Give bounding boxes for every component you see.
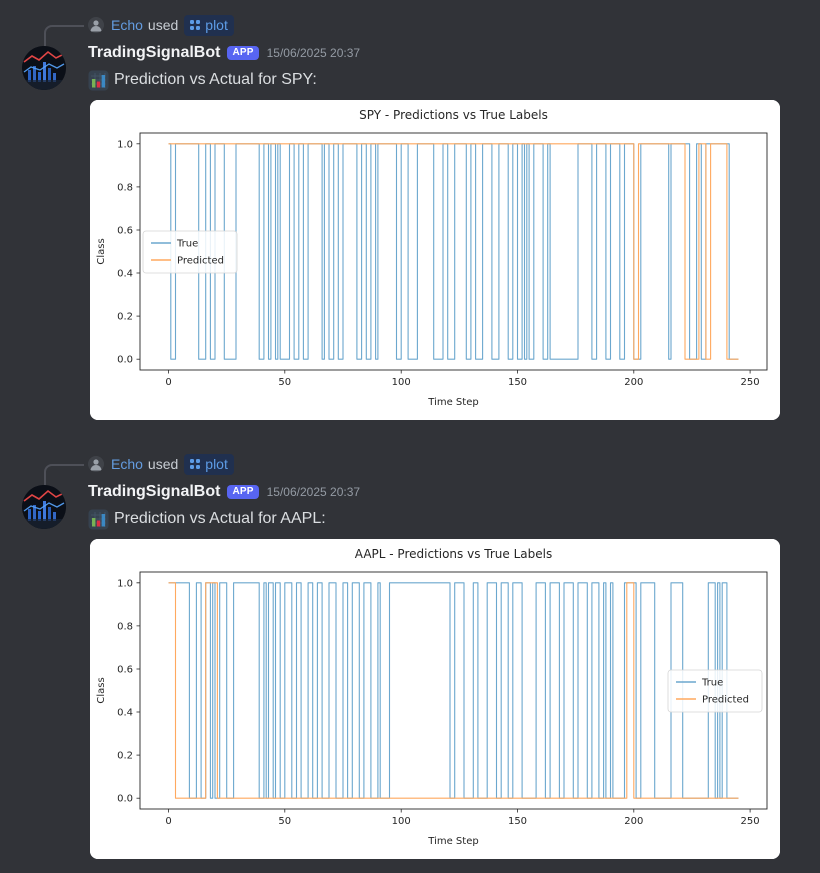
svg-text:50: 50 [278, 816, 291, 827]
svg-text:Time Step: Time Step [427, 836, 478, 847]
message-text-row: Prediction vs Actual for SPY: [88, 68, 820, 92]
svg-text:True: True [176, 239, 198, 250]
bot-avatar[interactable] [22, 46, 66, 90]
svg-text:250: 250 [741, 377, 760, 388]
command-name: plot [205, 16, 228, 33]
message-text: Prediction vs Actual for AAPL: [114, 510, 326, 527]
message-header: TradingSignalBot APP 15/06/2025 20:37 [88, 481, 820, 503]
reply-user-avatar[interactable] [88, 17, 104, 33]
chart-image-spy: SPY - Predictions vs True Labels Time Ste… [90, 100, 780, 420]
svg-text:200: 200 [624, 377, 643, 388]
command-name: plot [205, 455, 228, 472]
svg-text:0.2: 0.2 [117, 312, 133, 323]
chart-attachment-aapl[interactable]: AAPL - Predictions vs True Labels Time St… [90, 539, 780, 859]
message-body-spy: TradingSignalBot APP 15/06/2025 20:37 Pr… [22, 42, 820, 420]
svg-text:250: 250 [741, 816, 760, 827]
reply-username[interactable]: Echo [111, 17, 143, 33]
slash-command-icon [190, 458, 201, 469]
chart-image-aapl: AAPL - Predictions vs True Labels Time St… [90, 539, 780, 859]
command-chip-plot[interactable]: plot [184, 453, 234, 475]
app-badge: APP [227, 485, 259, 499]
svg-text:150: 150 [508, 816, 527, 827]
svg-text:1.0: 1.0 [117, 578, 133, 589]
reply-spine [44, 464, 84, 490]
message-timestamp: 15/06/2025 20:37 [266, 46, 361, 60]
svg-text:True: True [701, 678, 723, 689]
bar-chart-emoji [88, 70, 109, 90]
svg-text:0.6: 0.6 [117, 226, 133, 237]
svg-text:Predicted: Predicted [702, 695, 749, 706]
reply-context-bar-spy: Echo used plot [88, 14, 820, 36]
svg-text:0.0: 0.0 [117, 355, 133, 366]
person-icon [88, 17, 104, 33]
reply-user-avatar[interactable] [88, 456, 104, 472]
person-icon [88, 456, 104, 472]
reply-action-text: used [147, 456, 179, 472]
svg-text:0.0: 0.0 [117, 794, 133, 805]
svg-text:Time Step: Time Step [427, 397, 478, 408]
svg-text:0: 0 [165, 816, 171, 827]
svg-text:SPY - Predictions vs True Labe: SPY - Predictions vs True Labels [359, 108, 548, 122]
svg-text:Class: Class [96, 238, 107, 264]
svg-text:0.4: 0.4 [117, 269, 133, 280]
message-group-aapl: Echo used plot [0, 453, 820, 859]
svg-text:Predicted: Predicted [177, 256, 224, 267]
message-body-aapl: TradingSignalBot APP 15/06/2025 20:37 Pr… [22, 481, 820, 859]
reply-context-bar-aapl: Echo used plot [88, 453, 820, 475]
message-text-row: Prediction vs Actual for AAPL: [88, 507, 820, 531]
svg-text:0.6: 0.6 [117, 665, 133, 676]
svg-text:AAPL - Predictions vs True Lab: AAPL - Predictions vs True Labels [355, 547, 552, 561]
svg-text:Class: Class [96, 677, 107, 703]
svg-text:100: 100 [392, 816, 411, 827]
svg-text:0.8: 0.8 [117, 621, 133, 632]
svg-text:1.0: 1.0 [117, 139, 133, 150]
bot-avatar[interactable] [22, 485, 66, 529]
slash-command-icon [190, 19, 201, 30]
app-badge: APP [227, 46, 259, 60]
bot-username[interactable]: TradingSignalBot [88, 44, 221, 61]
message-group-spy: Echo used plot [0, 14, 820, 420]
svg-text:200: 200 [624, 816, 643, 827]
svg-text:150: 150 [508, 377, 527, 388]
svg-text:0.8: 0.8 [117, 182, 133, 193]
message-timestamp: 15/06/2025 20:37 [266, 485, 361, 499]
chart-attachment-spy[interactable]: SPY - Predictions vs True Labels Time Ste… [90, 100, 780, 420]
reply-spine [44, 25, 84, 51]
svg-text:0.2: 0.2 [117, 751, 133, 762]
bar-chart-emoji [88, 509, 109, 529]
bot-username[interactable]: TradingSignalBot [88, 483, 221, 500]
svg-text:0: 0 [165, 377, 171, 388]
svg-text:0.4: 0.4 [117, 708, 133, 719]
message-header: TradingSignalBot APP 15/06/2025 20:37 [88, 42, 820, 64]
reply-action-text: used [147, 17, 179, 33]
svg-text:100: 100 [392, 377, 411, 388]
command-chip-plot[interactable]: plot [184, 14, 234, 36]
message-text: Prediction vs Actual for SPY: [114, 71, 317, 88]
trading-chart-avatar-image [22, 46, 66, 90]
trading-chart-avatar-image [22, 485, 66, 529]
reply-username[interactable]: Echo [111, 456, 143, 472]
svg-text:50: 50 [278, 377, 291, 388]
